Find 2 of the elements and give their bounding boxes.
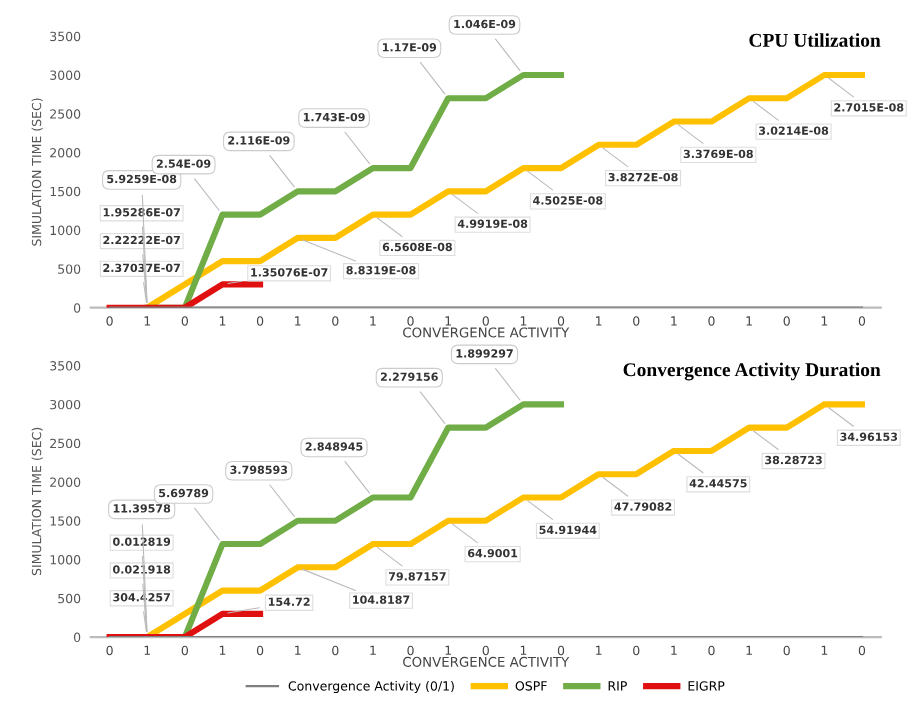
chart-title: CPU Utilization — [749, 33, 881, 47]
chart-title: Convergence Activity Duration — [623, 362, 881, 381]
